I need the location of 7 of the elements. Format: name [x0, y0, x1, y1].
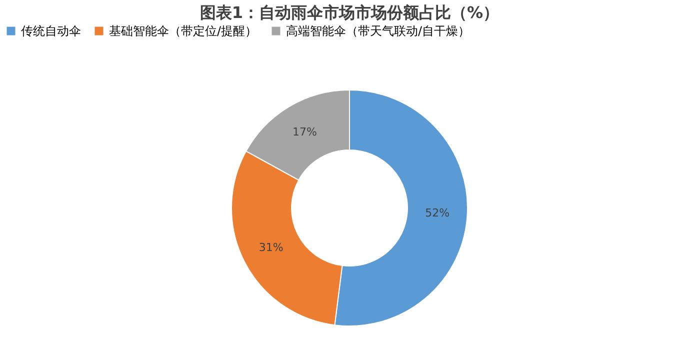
legend-label: 传统自动伞: [21, 24, 81, 38]
chart-title: 图表1：自动雨伞市场市场份额占比（%）: [200, 3, 500, 22]
legend-label: 高端智能伞（带天气联动/自干燥）: [286, 24, 470, 38]
data-label: 52%: [425, 206, 450, 220]
legend-label: 基础智能伞（带定位/提醒）: [109, 24, 258, 38]
data-label: 17%: [292, 125, 317, 138]
data-label: 31%: [258, 240, 284, 254]
